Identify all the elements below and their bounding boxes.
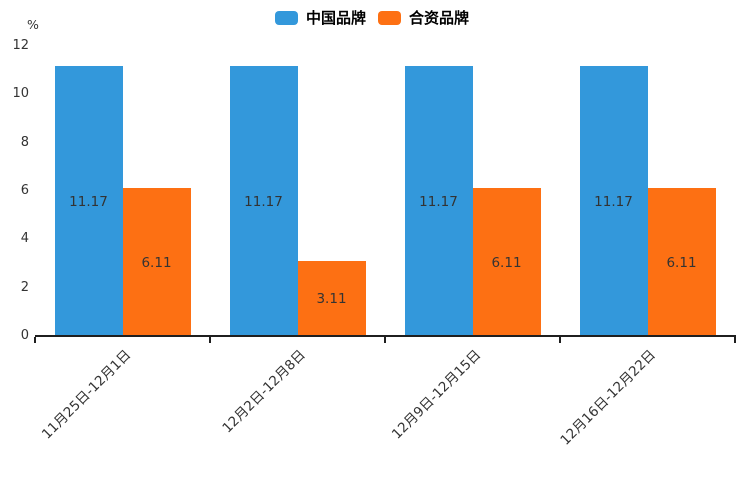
bar-value-label: 11.17 [419, 193, 458, 210]
bar-series0-group1[interactable] [229, 66, 298, 337]
y-axis-tick-label: 6 [20, 183, 29, 198]
chart-legend: 中国品牌 合资品牌 [0, 8, 744, 28]
bar-series0-group3[interactable] [579, 66, 648, 337]
bar-series1-group1[interactable] [297, 260, 366, 337]
y-axis-tick-label: 4 [20, 231, 29, 247]
legend-label: 中国品牌 [305, 8, 366, 27]
x-axis-tick [209, 337, 211, 343]
y-axis-tick-label: 0 [20, 328, 29, 343]
y-axis-tick-label: 12 [12, 38, 29, 53]
bar-series0-group2[interactable] [404, 66, 473, 337]
x-axis-label: 11月25日-12月1日 [38, 347, 134, 443]
x-axis-tick [734, 337, 736, 343]
bar-value-label: 6.11 [666, 254, 697, 271]
legend-item-series-1[interactable]: 合资品牌 [378, 8, 470, 27]
y-axis-tick-label: 8 [20, 134, 29, 150]
legend-swatch-icon [274, 11, 298, 25]
x-axis-line [35, 335, 736, 337]
bar-value-label: 6.11 [491, 254, 522, 271]
x-axis-label: 12月16日-12月22日 [557, 347, 659, 449]
y-axis-tick-label: 10 [12, 86, 29, 102]
bar-value-label: 11.17 [594, 193, 633, 210]
legend-item-series-0[interactable]: 中国品牌 [274, 8, 366, 27]
y-axis-unit-label: % [27, 17, 39, 32]
bar-series1-group0[interactable] [122, 188, 191, 337]
bar-series1-group2[interactable] [472, 188, 541, 337]
x-axis-tick [34, 337, 36, 343]
bar-value-label: 3.11 [316, 290, 347, 307]
x-axis-label: 12月9日-12月15日 [388, 347, 484, 443]
x-axis-tick [384, 337, 386, 343]
legend-swatch-icon [378, 11, 401, 25]
bar-value-label: 11.17 [69, 193, 108, 210]
y-axis-tick-label: 2 [20, 279, 29, 295]
bar-value-label: 11.17 [244, 193, 283, 210]
x-axis-label: 12月2日-12月8日 [219, 347, 309, 437]
x-axis-tick [559, 337, 561, 343]
legend-label: 合资品牌 [409, 8, 470, 27]
bar-value-label: 6.11 [141, 254, 172, 271]
bar-series1-group3[interactable] [647, 188, 716, 337]
bar-series0-group0[interactable] [54, 66, 123, 337]
